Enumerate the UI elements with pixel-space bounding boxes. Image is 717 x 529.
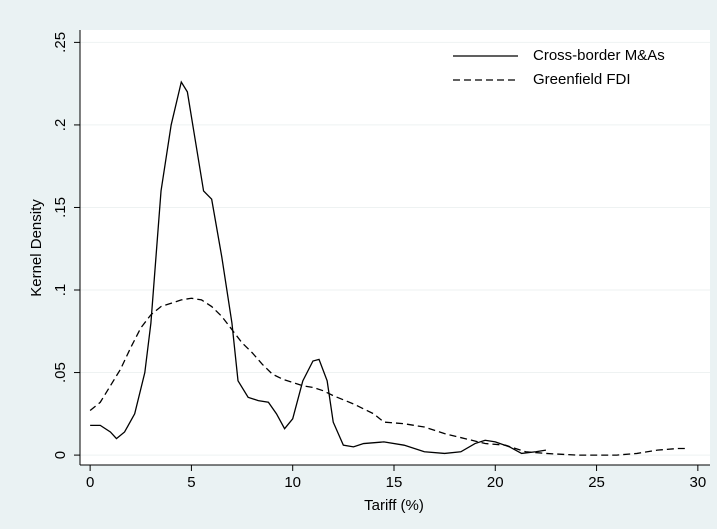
legend-label: Cross-border M&As bbox=[533, 47, 665, 64]
legend-label: Greenfield FDI bbox=[533, 71, 631, 88]
x-axis-title: Tariff (%) bbox=[364, 497, 424, 514]
y-tick-label: 0 bbox=[52, 451, 69, 459]
x-tick-label: 0 bbox=[86, 474, 94, 491]
x-tick-label: 25 bbox=[588, 474, 605, 491]
x-tick-label: 10 bbox=[284, 474, 301, 491]
y-tick-label: .1 bbox=[52, 284, 69, 297]
y-axis-title: Kernel Density bbox=[28, 199, 45, 297]
y-tick-label: .05 bbox=[52, 362, 69, 383]
y-tick-label: .25 bbox=[52, 32, 69, 53]
y-tick-label: .15 bbox=[52, 197, 69, 218]
series-line bbox=[90, 80, 547, 455]
x-tick-label: 30 bbox=[690, 474, 707, 491]
x-tick-label: 5 bbox=[187, 474, 195, 491]
y-tick-label: .2 bbox=[52, 119, 69, 132]
plot-area bbox=[80, 30, 710, 465]
series-line bbox=[89, 297, 688, 456]
x-tick-label: 15 bbox=[386, 474, 403, 491]
x-tick-label: 20 bbox=[487, 474, 504, 491]
